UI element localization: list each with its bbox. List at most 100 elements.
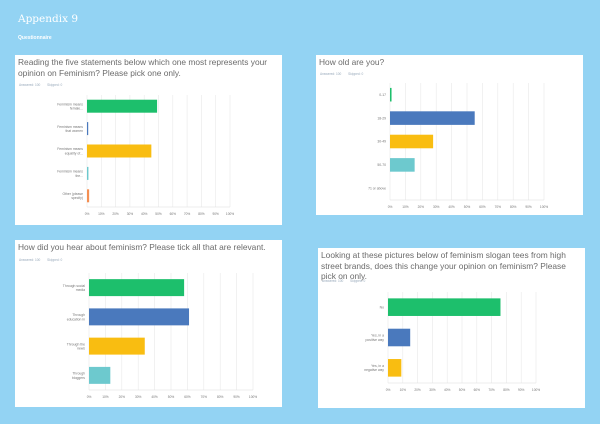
x-tick-label: 60% bbox=[170, 212, 177, 216]
category-label: Through bloggers bbox=[72, 372, 85, 380]
bar bbox=[89, 279, 185, 297]
category-label: Through social media bbox=[63, 284, 85, 292]
bar-chart: 0% 10% 20% 30% 40% 50% 60% 70% 80% 90% 100% Through… bbox=[63, 273, 257, 399]
bar bbox=[388, 359, 402, 377]
x-tick-label: 90% bbox=[233, 395, 240, 399]
bar bbox=[87, 189, 90, 203]
x-tick-label: 40% bbox=[151, 395, 158, 399]
category-label: 50-70 bbox=[377, 163, 386, 167]
x-tick-label: 30% bbox=[135, 395, 142, 399]
bar bbox=[87, 144, 152, 158]
x-tick-label: 60% bbox=[479, 205, 486, 209]
chart-panel-age: How old are you? Answered: 100 Skipped: … bbox=[316, 55, 583, 215]
category-label: 18-29 bbox=[377, 116, 386, 120]
category-label: Other (please specify) bbox=[62, 192, 83, 200]
x-tick-label: 50% bbox=[459, 388, 466, 392]
bar bbox=[87, 99, 158, 113]
bar bbox=[89, 308, 190, 326]
answered-count: Answered: 100 bbox=[19, 83, 41, 87]
x-tick-label: 60% bbox=[474, 388, 481, 392]
category-label: 0-17 bbox=[379, 93, 386, 97]
x-tick-label: 80% bbox=[217, 395, 224, 399]
x-tick-label: 50% bbox=[464, 205, 471, 209]
x-tick-label: 90% bbox=[525, 205, 532, 209]
category-label: Feminism means that women bbox=[57, 125, 83, 133]
chart-panel-source: How did you hear about feminism? Please … bbox=[15, 240, 282, 407]
bar-chart: 0% 10% 20% 30% 40% 50% 60% 70% 80% 90% 100% Feminis… bbox=[57, 95, 234, 216]
appendix-title: Appendix 9 bbox=[18, 13, 79, 25]
x-tick-label: 0% bbox=[87, 395, 92, 399]
bar bbox=[89, 337, 145, 355]
x-tick-label: 100% bbox=[249, 395, 257, 399]
x-tick-label: 70% bbox=[488, 388, 495, 392]
bar bbox=[87, 122, 89, 136]
x-tick-label: 50% bbox=[155, 212, 162, 216]
category-label: Feminism means equality of... bbox=[57, 147, 83, 155]
x-tick-label: 10% bbox=[98, 212, 105, 216]
skipped-count: Skipped: 0 bbox=[47, 258, 63, 262]
x-tick-label: 70% bbox=[201, 395, 208, 399]
x-tick-label: 30% bbox=[429, 388, 436, 392]
x-tick-label: 30% bbox=[433, 205, 440, 209]
response-meta: Answered: 100 Skipped: 0 bbox=[19, 83, 68, 87]
x-tick-label: 0% bbox=[388, 205, 393, 209]
bar bbox=[390, 134, 434, 149]
question-title: How old are you? bbox=[319, 57, 385, 67]
x-tick-label: 40% bbox=[444, 388, 451, 392]
bar bbox=[89, 366, 111, 384]
x-tick-label: 10% bbox=[402, 205, 409, 209]
response-meta: Answered: 100 Skipped: 0 bbox=[19, 258, 68, 262]
x-tick-label: 20% bbox=[418, 205, 425, 209]
x-tick-label: 10% bbox=[400, 388, 407, 392]
chart-panel-slogan-tees: Looking at these pictures below of femin… bbox=[318, 248, 585, 408]
question-title: Looking at these pictures below of femin… bbox=[321, 250, 566, 281]
x-tick-label: 60% bbox=[184, 395, 191, 399]
x-tick-label: 100% bbox=[226, 212, 234, 216]
bar-chart: 0% 10% 20% 30% 40% 50% 60% 70% 80% 90% 100% No Yes, … bbox=[364, 292, 540, 392]
skipped-count: Skipped: 0 bbox=[348, 72, 364, 76]
x-tick-label: 50% bbox=[168, 395, 175, 399]
response-meta: Answered: 100 Skipped: 0 bbox=[322, 279, 371, 283]
response-meta: Answered: 100 Skipped: 0 bbox=[320, 72, 369, 76]
answered-count: Answered: 100 bbox=[320, 72, 342, 76]
x-tick-label: 90% bbox=[518, 388, 525, 392]
x-tick-label: 80% bbox=[198, 212, 205, 216]
bar bbox=[390, 158, 415, 172]
x-tick-label: 0% bbox=[386, 388, 391, 392]
x-tick-label: 20% bbox=[112, 212, 119, 216]
bar bbox=[388, 328, 411, 347]
category-label: No bbox=[380, 305, 384, 309]
category-label: Feminism means female... bbox=[57, 102, 83, 110]
x-tick-label: 70% bbox=[495, 205, 502, 209]
x-tick-label: 20% bbox=[119, 395, 126, 399]
answered-count: Answered: 100 bbox=[19, 258, 41, 262]
x-tick-label: 30% bbox=[127, 212, 134, 216]
bar bbox=[390, 111, 475, 125]
x-tick-label: 40% bbox=[141, 212, 148, 216]
category-label: 30-49 bbox=[377, 140, 386, 144]
answered-count: Answered: 100 bbox=[322, 279, 344, 283]
x-tick-label: 80% bbox=[510, 205, 517, 209]
category-label: Through the news bbox=[67, 342, 86, 350]
x-tick-label: 100% bbox=[532, 388, 540, 392]
question-title: Reading the five statements below which … bbox=[18, 57, 268, 78]
appendix-subtitle: Questionnaire bbox=[18, 35, 52, 41]
bar bbox=[87, 166, 89, 180]
skipped-count: Skipped: 0 bbox=[350, 279, 366, 283]
x-tick-label: 20% bbox=[414, 388, 421, 392]
category-label: Through education in bbox=[67, 313, 85, 321]
question-title: How did you hear about feminism? Please … bbox=[18, 242, 266, 252]
x-tick-label: 70% bbox=[184, 212, 191, 216]
x-tick-label: 90% bbox=[213, 212, 220, 216]
category-label: Feminism means the... bbox=[57, 170, 83, 178]
bar bbox=[390, 87, 392, 102]
bar-chart: 0% 10% 20% 30% 40% 50% 60% 70% 80% 90% 100% 0-17 18-… bbox=[368, 83, 548, 209]
x-tick-label: 0% bbox=[85, 212, 90, 216]
category-label: 71 or above bbox=[368, 187, 386, 191]
skipped-count: Skipped: 0 bbox=[47, 83, 63, 87]
x-tick-label: 80% bbox=[503, 388, 510, 392]
category-label: Yes, in a positive way bbox=[366, 334, 385, 342]
x-tick-label: 10% bbox=[102, 395, 109, 399]
bar bbox=[388, 298, 501, 316]
x-tick-label: 100% bbox=[540, 205, 548, 209]
